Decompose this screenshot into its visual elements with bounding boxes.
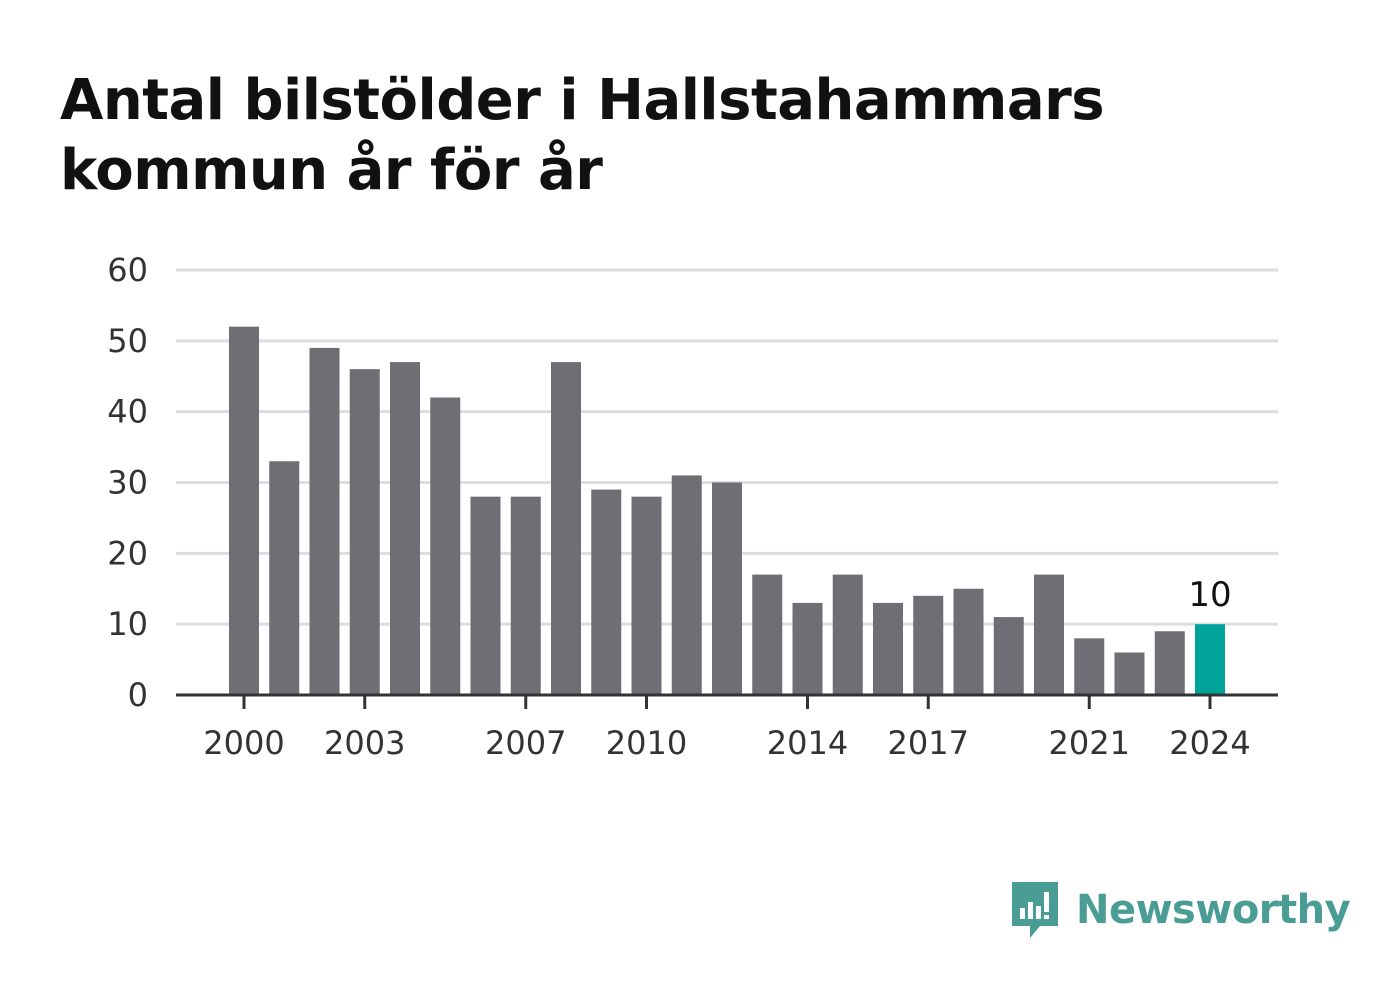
bar-2021	[1074, 638, 1105, 695]
bar-2024	[1195, 624, 1225, 695]
newsworthy-logo-icon	[1012, 882, 1058, 938]
chart-title: Antal bilstölder i Hallstahammars kommun…	[60, 68, 1105, 203]
bar-2022	[1114, 652, 1145, 695]
axes	[176, 693, 1278, 709]
bar-2008	[551, 362, 581, 695]
bar-2004	[390, 362, 420, 695]
newsworthy-logo-text: Newsworthy	[1076, 887, 1351, 933]
bar-2006	[470, 496, 501, 695]
x-tick-label: 2003	[324, 724, 405, 762]
y-tick-label: 40	[107, 393, 148, 431]
bar-2002	[309, 347, 340, 695]
bar-2018	[953, 588, 984, 695]
x-tick-label: 2021	[1049, 724, 1130, 762]
y-tick-label: 50	[107, 322, 148, 360]
bar-2009	[591, 489, 622, 695]
y-tick-label: 20	[107, 534, 148, 572]
bar-2010	[631, 496, 662, 695]
x-tick-label: 2024	[1169, 724, 1250, 762]
labels: 0 10 20 30 40 50 60 10 2000 2003 2007 2010 2014 2017 2…	[107, 251, 1250, 762]
x-tick-label: 2017	[888, 724, 969, 762]
bar-2007	[510, 496, 541, 695]
bar-2020	[1034, 574, 1064, 695]
bar-2005	[430, 397, 461, 695]
y-tick-label: 0	[128, 676, 148, 714]
bar-2019	[993, 617, 1024, 695]
x-tick-label: 2010	[606, 724, 687, 762]
bar-2013	[752, 574, 783, 695]
x-tick-label: 2007	[485, 724, 566, 762]
bar-2012	[712, 482, 742, 695]
bar-2011	[671, 475, 702, 695]
y-tick-label: 60	[107, 251, 148, 289]
data-label-2024: 10	[1188, 575, 1231, 615]
bar-2015	[832, 574, 863, 695]
y-tick-label: 30	[107, 464, 148, 502]
bar-2016	[873, 602, 903, 695]
y-tick-label: 10	[107, 605, 148, 643]
bar-2023	[1154, 631, 1185, 695]
bars	[229, 326, 1225, 695]
newsworthy-logo: Newsworthy	[1010, 878, 1351, 942]
bar-2001	[269, 461, 300, 695]
bar-2017	[913, 595, 944, 695]
bar-2014	[792, 602, 823, 695]
bar-2003	[349, 369, 380, 695]
bar-2000	[229, 326, 259, 695]
x-tick-label: 2014	[767, 724, 848, 762]
x-tick-label: 2000	[203, 724, 284, 762]
